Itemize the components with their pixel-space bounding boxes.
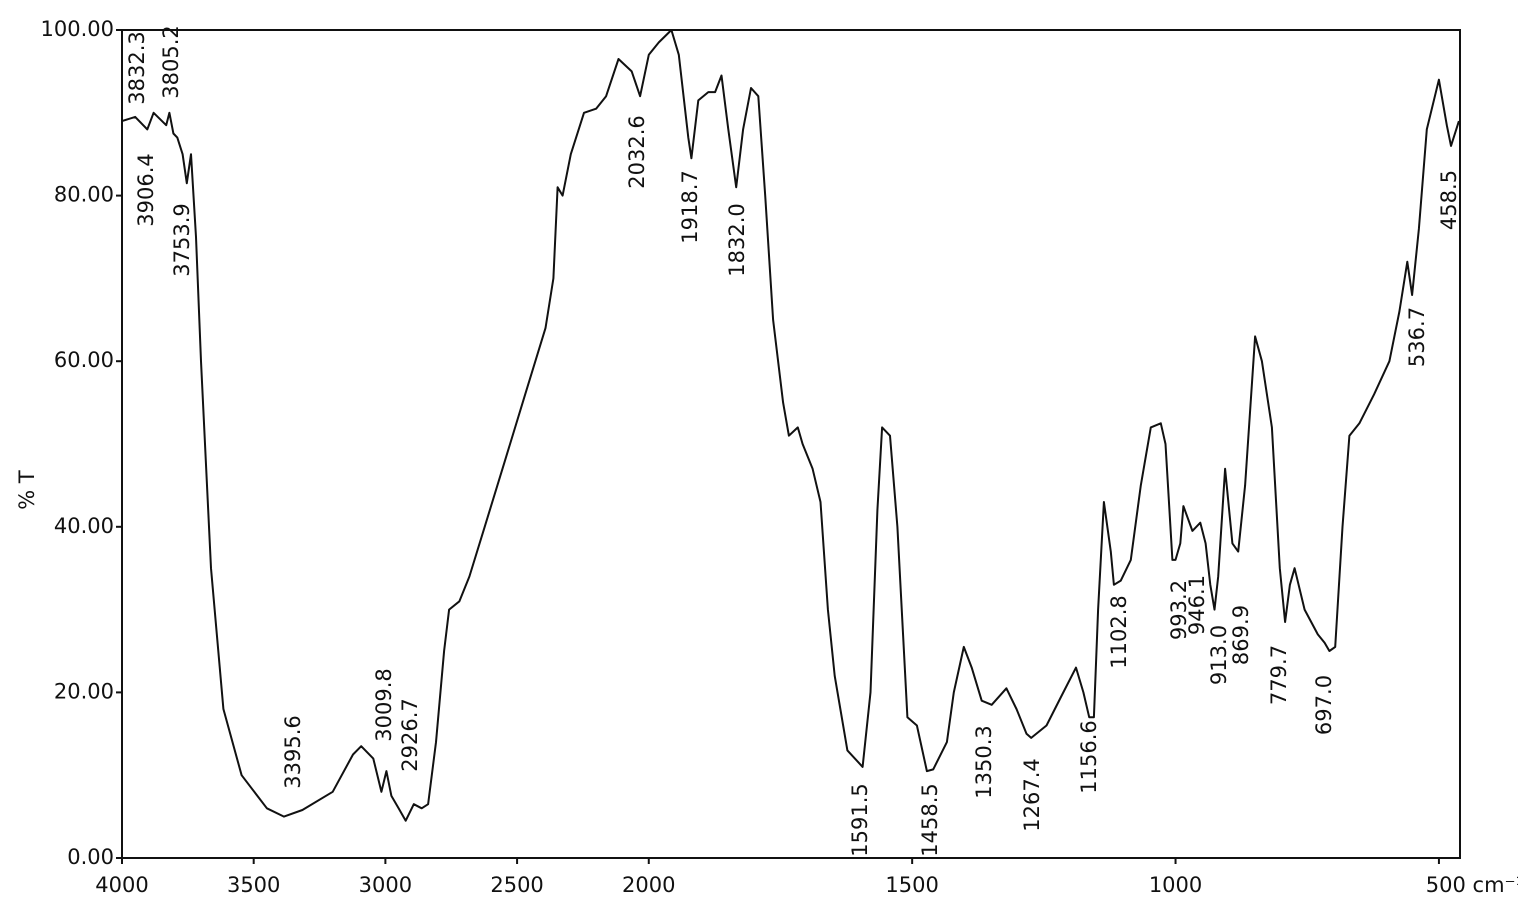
x-tick-label: 2500 xyxy=(490,873,543,897)
x-tick-label: 1500 xyxy=(885,873,938,897)
peak-label: 1832.0 xyxy=(725,203,749,276)
x-tick-label: 500 cm⁻¹ xyxy=(1426,873,1518,897)
y-tick-label: 80.00 xyxy=(54,183,114,207)
peak-label: 3009.8 xyxy=(372,668,396,741)
x-tick-label: 3500 xyxy=(227,873,280,897)
y-tick-label: 0.00 xyxy=(67,845,114,869)
peak-label: 3753.9 xyxy=(170,203,194,276)
x-tick-label: 1000 xyxy=(1149,873,1202,897)
peak-label: 946.1 xyxy=(1185,575,1209,635)
y-tick-label: 40.00 xyxy=(54,514,114,538)
peak-label: 697.0 xyxy=(1312,675,1336,735)
peak-label: 1102.8 xyxy=(1107,595,1131,668)
peak-label: 2926.7 xyxy=(398,698,422,771)
peak-label: 993.2 xyxy=(1167,580,1191,640)
peak-label: 458.5 xyxy=(1437,170,1461,230)
x-tick-label: 4000 xyxy=(95,873,148,897)
peak-label: 1591.5 xyxy=(848,783,872,856)
peak-label: 3805.2 xyxy=(159,25,183,98)
peak-label: 2032.6 xyxy=(625,115,649,188)
peak-label: 3395.6 xyxy=(281,715,305,788)
y-tick-label: 20.00 xyxy=(54,679,114,703)
y-axis-label: % T xyxy=(15,470,39,510)
peak-label: 869.9 xyxy=(1229,605,1253,665)
peak-label: 1350.3 xyxy=(972,725,996,798)
peak-label: 913.0 xyxy=(1207,625,1231,685)
x-tick-label: 2000 xyxy=(622,873,675,897)
plot-frame xyxy=(121,29,1461,859)
peak-label: 1267.4 xyxy=(1020,758,1044,831)
peak-label: 1458.5 xyxy=(918,783,942,856)
x-tick-label: 3000 xyxy=(359,873,412,897)
peak-label: 779.7 xyxy=(1267,645,1291,705)
peak-label: 3906.4 xyxy=(134,153,158,226)
spectrum-line xyxy=(121,29,1460,822)
peak-label: 1918.7 xyxy=(678,170,702,243)
y-tick-label: 60.00 xyxy=(54,348,114,372)
peak-label: 536.7 xyxy=(1405,307,1429,367)
peak-label: 3832.3 xyxy=(125,31,149,104)
peak-label: 1156.6 xyxy=(1077,720,1101,793)
y-tick-label: 100.00 xyxy=(41,17,114,41)
